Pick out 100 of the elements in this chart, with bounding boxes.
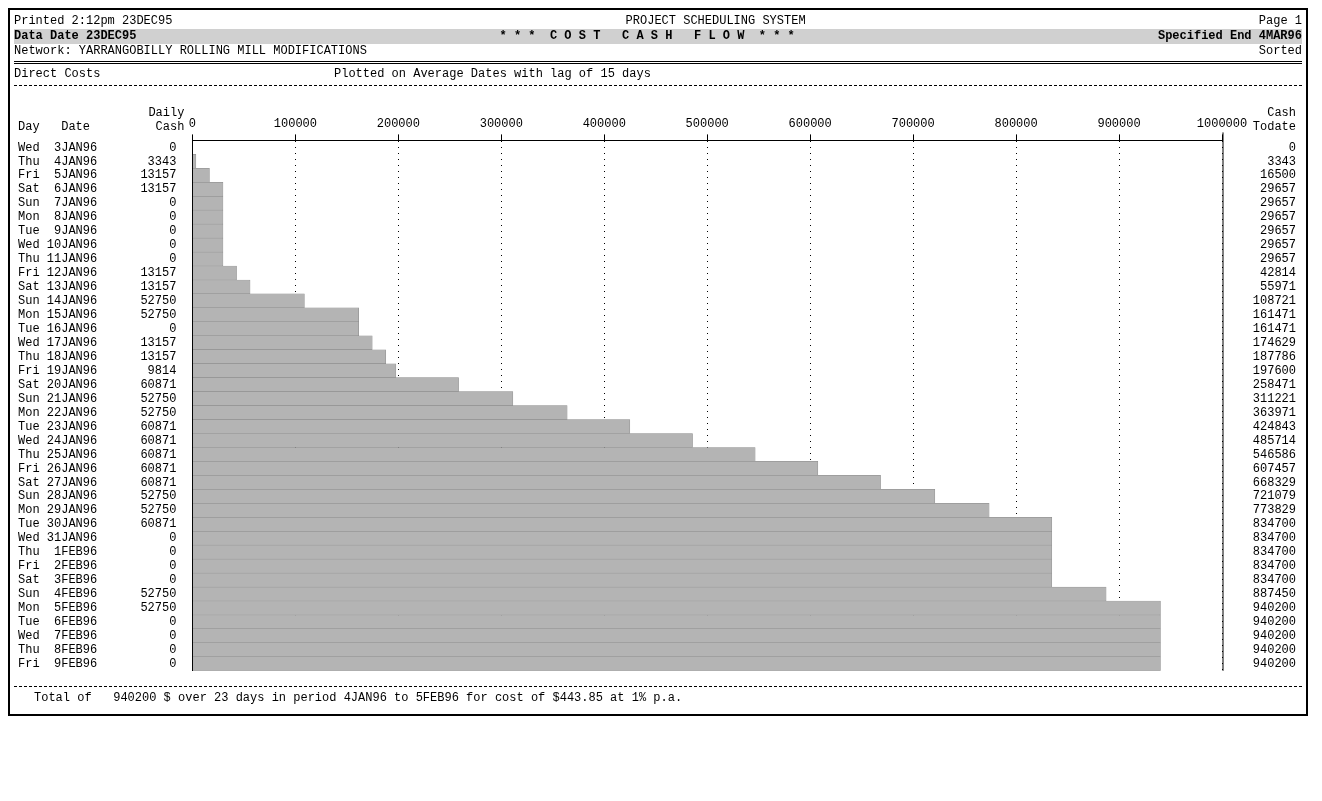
y-tick-label: Sun 21JAN96 52750	[18, 391, 177, 406]
text: Sorted	[1258, 44, 1302, 59]
y-tick-label: Thu 18JAN96 13157	[18, 349, 177, 364]
data-label: 546586	[1252, 447, 1296, 462]
y-tick-label: Mon 29JAN96 52750	[18, 503, 177, 518]
y-tick-label: Tue 6FEB96 0	[18, 615, 177, 630]
text: Page 1	[1258, 14, 1302, 29]
text: Total of 940200 $ over 23 days in period 4JAN96 to 5FEB96 for cost of $443.85 at 1% p.a.	[14, 686, 1302, 710]
y-tick-label: Sat 27JAN96 60871	[18, 475, 177, 490]
x-tick-label: 0	[188, 117, 197, 132]
y-tick-label: Sun 4FEB96 52750	[18, 587, 177, 602]
data-label: 55971	[1259, 280, 1296, 295]
data-label: 16500	[1259, 168, 1296, 183]
x-tick-label: 500000	[685, 117, 729, 132]
data-label: 485714	[1252, 433, 1296, 448]
y-tick-label: Wed 17JAN96 13157	[18, 335, 177, 350]
y-tick-label: Fri 9FEB96 0	[18, 656, 177, 671]
x-tick-label: 900000	[1097, 117, 1141, 132]
y-tick-label: Thu 25JAN96 60871	[18, 447, 177, 462]
data-label: 161471	[1252, 308, 1296, 323]
text: Network: YARRANGOBILLY ROLLING MILL MODIFICATIONS	[14, 44, 367, 59]
y-tick-label: Fri 2FEB96 0	[18, 559, 177, 574]
data-label: 834700	[1252, 545, 1296, 560]
x-tick-label: 100000	[273, 117, 317, 132]
y-tick-label: Sun 7JAN96 0	[18, 196, 177, 211]
x-tick-label: 700000	[891, 117, 935, 132]
data-label: 940200	[1252, 656, 1296, 671]
y-tick-label: Sat 3FEB96 0	[18, 573, 177, 588]
y-tick-label: Tue 9JAN96 0	[18, 224, 177, 239]
data-label: 174629	[1252, 335, 1296, 350]
y-tick-label: Thu 8FEB96 0	[18, 643, 177, 658]
text: Printed 2:12pm 23DEC95	[14, 14, 173, 29]
y-tick-label: Fri 12JAN96 13157	[18, 266, 177, 281]
x-tick-label: 200000	[376, 117, 420, 132]
data-label: 3343	[1267, 154, 1296, 169]
data-label: 834700	[1252, 517, 1296, 532]
x-tick-label: 1000000	[1196, 117, 1248, 132]
data-label: 0	[1288, 140, 1296, 155]
data-label: 42814	[1259, 266, 1296, 281]
y-tick-label: Wed 24JAN96 60871	[18, 433, 177, 448]
data-label: 29657	[1259, 238, 1296, 253]
data-label: 258471	[1252, 377, 1296, 392]
data-label: 187786	[1252, 349, 1296, 364]
data-label: 29657	[1259, 182, 1296, 197]
data-label: 834700	[1252, 573, 1296, 588]
text: Daily Cash	[148, 105, 185, 134]
y-tick-label: Fri 19JAN96 9814	[18, 363, 177, 378]
text: Direct Costs	[14, 67, 102, 82]
y-tick-label: Mon 15JAN96 52750	[18, 308, 177, 323]
data-label: 161471	[1252, 322, 1296, 336]
text: PROJECT SCHEDULING SYSTEM	[625, 14, 806, 29]
y-tick-label: Tue 23JAN96 60871	[18, 419, 177, 434]
y-tick-label: Fri 5JAN96 13157	[18, 168, 177, 183]
data-label: 940200	[1252, 643, 1296, 658]
text: Cash Todate	[1252, 105, 1296, 134]
data-label: 834700	[1252, 531, 1296, 546]
y-tick-label: Sat 6JAN96 13157	[18, 182, 177, 197]
y-tick-label: Mon 5FEB96 52750	[18, 601, 177, 616]
y-tick-label: Mon 22JAN96 52750	[18, 405, 177, 420]
x-tick-label: 800000	[994, 117, 1038, 132]
y-tick-label: Sat 13JAN96 13157	[18, 280, 177, 295]
data-label: 108721	[1252, 294, 1296, 309]
data-label: 363971	[1252, 405, 1296, 420]
y-tick-label: Sat 20JAN96 60871	[18, 377, 177, 392]
y-tick-label: Sun 14JAN96 52750	[18, 294, 177, 309]
data-label: 940200	[1252, 629, 1296, 644]
y-tick-label: Wed 31JAN96 0	[18, 531, 177, 546]
y-tick-label: Tue 16JAN96 0	[18, 322, 177, 336]
y-tick-label: Sun 28JAN96 52750	[18, 489, 177, 504]
y-tick-label: Thu 11JAN96 0	[18, 252, 177, 267]
data-label: 29657	[1259, 252, 1296, 267]
x-tick-label: 400000	[582, 117, 626, 132]
data-label: 311221	[1252, 391, 1296, 406]
data-label: 773829	[1252, 503, 1296, 518]
chart-title: * * * C O S T C A S H F L O W * * *	[499, 29, 795, 44]
y-tick-label: Thu 4JAN96 3343	[18, 154, 177, 169]
data-label: 940200	[1252, 615, 1296, 630]
text: Data Date 23DEC95	[14, 29, 137, 44]
y-tick-label: Wed 10JAN96 0	[18, 238, 177, 253]
data-label: 29657	[1259, 210, 1296, 225]
data-label: 721079	[1252, 489, 1296, 504]
data-label: 940200	[1252, 601, 1296, 616]
chart-subtitle: Plotted on Average Dates with lag of 15 days	[334, 67, 652, 82]
y-axis-title: Day Date	[18, 119, 91, 134]
y-tick-label: Mon 8JAN96 0	[18, 210, 177, 225]
data-label: 29657	[1259, 224, 1296, 239]
y-tick-label: Fri 26JAN96 60871	[18, 461, 177, 476]
text: Specified End 4MAR96	[1157, 29, 1302, 44]
data-label: 197600	[1252, 363, 1296, 378]
y-tick-label: Wed 3JAN96 0	[18, 140, 177, 155]
y-tick-label: Thu 1FEB96 0	[18, 545, 177, 560]
y-tick-label: Tue 30JAN96 60871	[18, 517, 177, 532]
x-tick-label: 600000	[788, 117, 832, 132]
data-label: 424843	[1252, 419, 1296, 434]
data-label: 834700	[1252, 559, 1296, 574]
data-label: 668329	[1252, 475, 1296, 490]
y-tick-label: Wed 7FEB96 0	[18, 629, 177, 644]
data-label: 29657	[1259, 196, 1296, 211]
data-label: 607457	[1252, 461, 1296, 476]
x-tick-label: 300000	[479, 117, 523, 132]
